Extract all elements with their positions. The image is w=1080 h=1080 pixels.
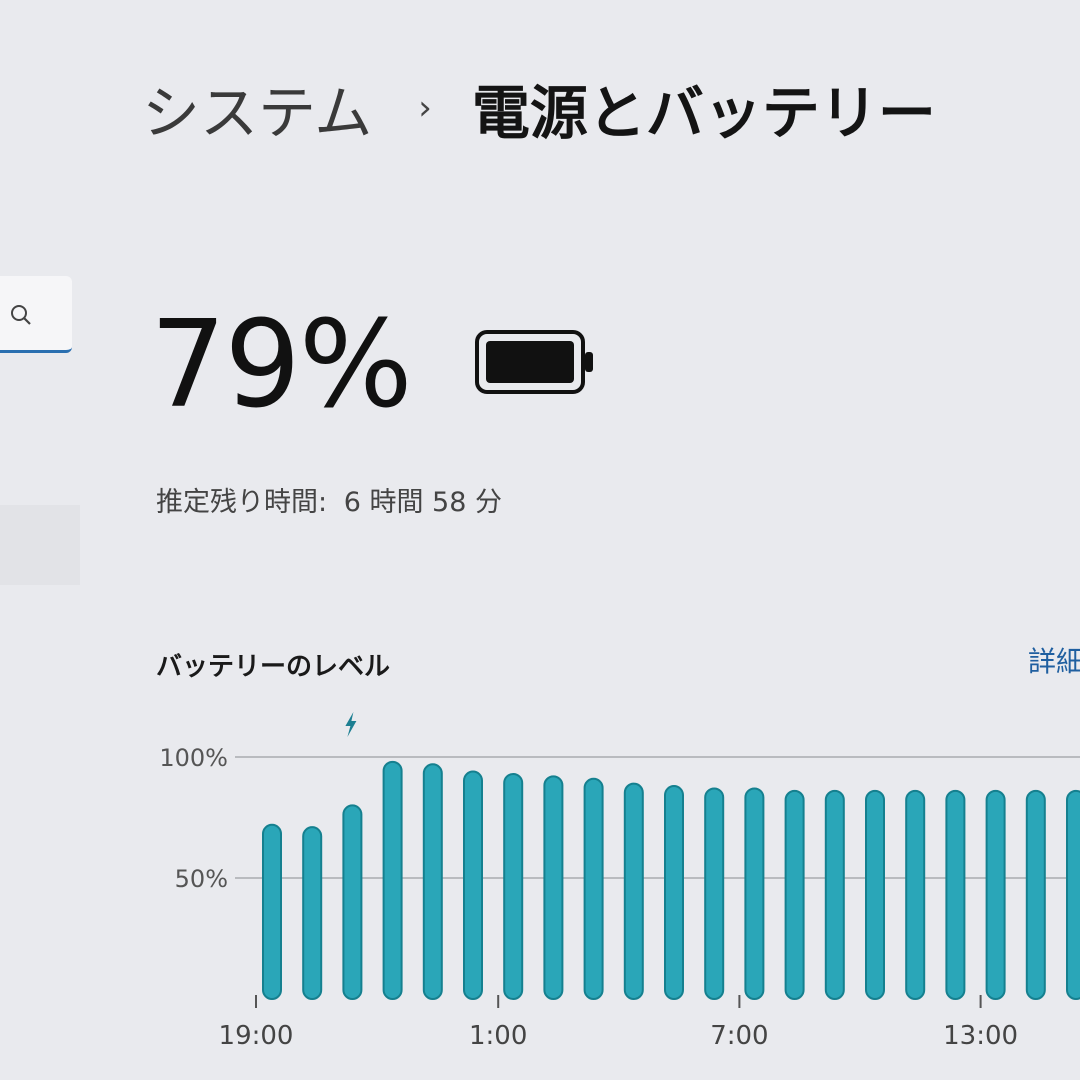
bar-9:00 xyxy=(824,789,845,1000)
x-tick-label: 19:00 xyxy=(219,1021,294,1051)
bar-4:00 xyxy=(623,782,644,1001)
battery-percentage: 79% xyxy=(150,296,413,435)
bar-0:00 xyxy=(463,770,483,1000)
bar-5:00 xyxy=(664,785,684,1001)
bar-22:00 xyxy=(382,760,403,1001)
search-icon xyxy=(11,305,31,325)
bar-21:00 xyxy=(342,804,363,1001)
bar-6:00 xyxy=(704,787,725,1000)
bar-19:00 xyxy=(262,823,282,1001)
battery-level-heading: バッテリーのレベル xyxy=(156,652,391,682)
bar-23:00 xyxy=(422,763,443,1001)
x-tick-label: 1:00 xyxy=(469,1021,527,1051)
estimate-label: 推定残り時間: xyxy=(156,487,328,518)
sidebar-selected-item[interactable] xyxy=(0,505,80,585)
bar-3:00 xyxy=(583,777,604,1000)
bar-10:00 xyxy=(865,789,885,1000)
bar-20:00 xyxy=(302,826,323,1001)
page-title: 電源とバッテリー xyxy=(471,79,936,147)
breadcrumb-system[interactable]: システム xyxy=(142,79,373,147)
bar-15:00 xyxy=(1066,789,1080,1000)
x-tick-label: 13:00 xyxy=(943,1021,1018,1051)
bar-2:00 xyxy=(543,775,564,1000)
bar-13:00 xyxy=(985,789,1006,1000)
bar-14:00 xyxy=(1025,789,1046,1000)
search-input[interactable] xyxy=(0,276,72,353)
bar-12:00 xyxy=(945,789,966,1000)
charging-icon xyxy=(345,712,357,737)
estimated-time-remaining: 推定残り時間: 6 時間 58 分 xyxy=(156,480,510,519)
breadcrumb-separator-icon: › xyxy=(418,88,432,128)
details-link[interactable]: 詳細 xyxy=(1028,645,1080,678)
y-tick-label: 100% xyxy=(159,744,228,772)
bar-7:00 xyxy=(744,787,765,1000)
y-tick-label: 50% xyxy=(175,865,228,893)
bar-11:00 xyxy=(905,789,926,1000)
x-tick-label: 7:00 xyxy=(710,1021,768,1051)
battery-level-chart: 100% 50% 19:00 1:00 7:00 13:00 xyxy=(159,712,1080,1051)
battery-icon xyxy=(475,330,593,394)
bar-1:00 xyxy=(503,772,524,1000)
estimate-value: 6 時間 58 分 xyxy=(343,487,502,518)
breadcrumb: システム › 電源とバッテリー xyxy=(142,66,936,150)
bar-8:00 xyxy=(784,789,805,1000)
